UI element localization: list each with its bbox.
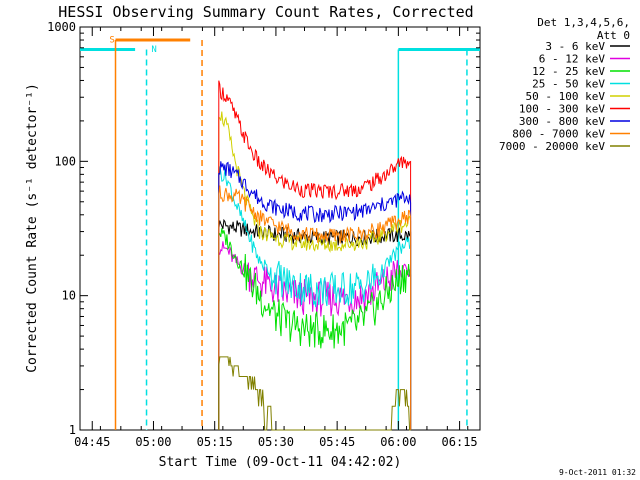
series-lines bbox=[218, 80, 412, 431]
series-line-7 bbox=[218, 161, 412, 430]
y-axis: 1 10 100 1000 bbox=[47, 20, 480, 437]
series-line-8 bbox=[218, 185, 412, 430]
series-line-3 bbox=[218, 228, 412, 430]
x-tick-label: 05:45 bbox=[319, 435, 355, 449]
x-tick-label: 05:15 bbox=[197, 435, 233, 449]
series-line-2 bbox=[218, 241, 412, 430]
x-tick-label: 05:00 bbox=[135, 435, 171, 449]
x-axis-label: Start Time (09-Oct-11 04:42:02) bbox=[159, 455, 402, 470]
night-flag-label: N bbox=[151, 45, 156, 55]
series-line-9 bbox=[218, 356, 411, 431]
series-line-6 bbox=[218, 80, 412, 430]
legend-label: 12 - 25 keV bbox=[532, 65, 605, 78]
x-axis: 04:45 05:00 05:15 05:30 05:45 06:00 06:15 bbox=[74, 27, 478, 449]
y-tick-label: 100 bbox=[54, 154, 76, 168]
series-line-4 bbox=[218, 166, 412, 430]
legend-label: 7000 - 20000 keV bbox=[499, 140, 605, 153]
y-tick-label: 1000 bbox=[47, 20, 76, 34]
footer-timestamp: 9-Oct-2011 01:32 bbox=[559, 468, 636, 477]
y-tick-label: 10 bbox=[62, 289, 76, 303]
x-tick-label: 05:30 bbox=[258, 435, 294, 449]
legend-header-line-2: Att 0 bbox=[597, 29, 630, 42]
legend-label: 100 - 300 keV bbox=[519, 103, 605, 116]
x-tick-label: 04:45 bbox=[74, 435, 110, 449]
legend-header-line-1: Det 1,3,4,5,6, bbox=[537, 16, 630, 29]
chart-title: HESSI Observing Summary Count Rates, Cor… bbox=[58, 3, 473, 21]
legend-label: 6 - 12 keV bbox=[539, 53, 606, 66]
y-axis-label: Corrected Count Rate (s⁻¹ detector⁻¹) bbox=[25, 83, 40, 373]
x-tick-label: 06:15 bbox=[442, 435, 478, 449]
saa-flag-label: S bbox=[109, 36, 114, 46]
legend-label: 800 - 7000 keV bbox=[512, 128, 605, 141]
legend-label: 25 - 50 keV bbox=[532, 78, 605, 91]
legend-label: 50 - 100 keV bbox=[526, 90, 606, 103]
x-tick-label: 06:00 bbox=[380, 435, 416, 449]
y-tick-label: 1 bbox=[69, 423, 76, 437]
legend-label: 3 - 6 keV bbox=[545, 40, 605, 53]
legend-label: 300 - 800 keV bbox=[519, 115, 605, 128]
observing-flags: SN bbox=[80, 36, 480, 430]
